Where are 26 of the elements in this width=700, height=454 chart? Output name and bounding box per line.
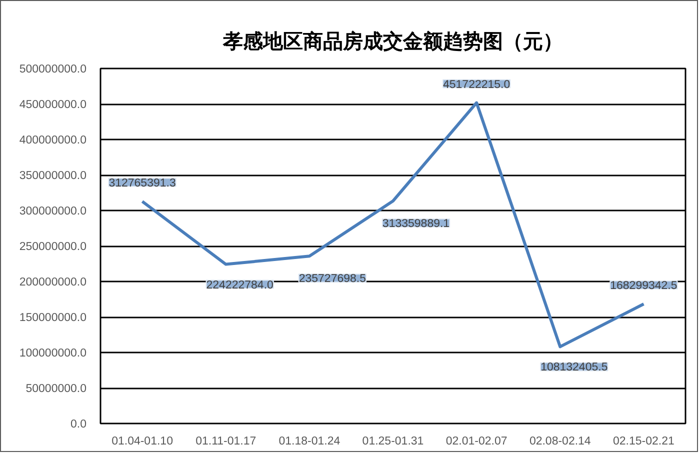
y-tick-label: 100000000.0 (19, 348, 87, 360)
y-tick-label: 250000000.0 (19, 241, 87, 253)
y-tick-label: 50000000.0 (26, 383, 87, 395)
y-tick-label: 200000000.0 (19, 276, 87, 288)
y-tick-label: 400000000.0 (19, 134, 87, 146)
y-tick-label: 500000000.0 (19, 64, 87, 76)
x-tick-label: 01.18-01.24 (278, 436, 341, 448)
y-tick-label: 300000000.0 (19, 206, 87, 218)
data-label: 108132405.5 (540, 362, 608, 374)
data-label: 313359889.1 (382, 218, 450, 230)
data-label: 224222784.0 (206, 279, 274, 292)
y-tick-label: 150000000.0 (19, 312, 87, 324)
x-tick-label: 02.08-02.14 (529, 436, 592, 448)
data-label: 451722215.0 (442, 78, 510, 91)
x-tick-label: 01.25-01.31 (362, 436, 424, 448)
chart-title: 孝感地区商品房成交金额趋势图（元） (222, 29, 563, 53)
data-label: 235727698.5 (298, 273, 366, 286)
x-tick-label: 02.15-02.21 (613, 436, 674, 448)
y-tick-label: 0.0 (70, 418, 87, 430)
x-tick-label: 02.01-02.07 (446, 436, 508, 448)
data-label: 168299342.5 (610, 280, 678, 292)
y-tick-label: 450000000.0 (19, 99, 87, 111)
y-tick-label: 350000000.0 (19, 170, 87, 182)
data-label: 312765391.3 (108, 177, 176, 190)
x-tick-label: 01.11-01.17 (196, 436, 256, 448)
x-tick-label: 01.04-01.10 (112, 436, 173, 448)
